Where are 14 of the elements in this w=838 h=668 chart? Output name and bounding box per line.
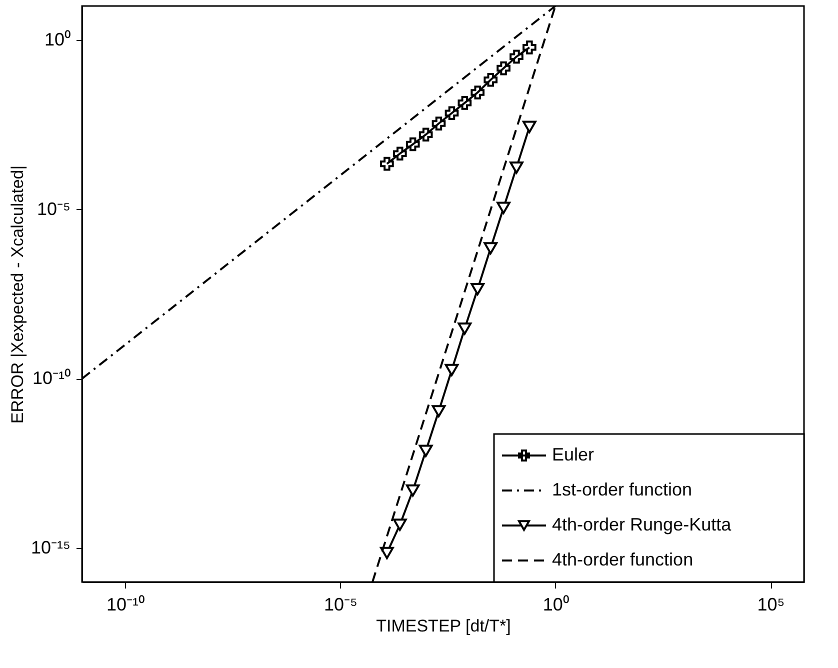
x-tick-label: 10⁰ — [542, 594, 569, 614]
x-tick-label: 10⁻⁵ — [324, 594, 358, 614]
legend-label: 4th-order function — [552, 550, 694, 570]
legend-label: 4th-order Runge-Kutta — [552, 514, 732, 534]
y-axis-title: ERROR |Xexpected - Xcalculated| — [8, 165, 28, 424]
x-tick-label: 10⁻¹⁰ — [106, 594, 145, 614]
legend-label: 1st-order function — [552, 480, 692, 500]
x-axis-title: TIMESTEP [dt/T*] — [376, 616, 511, 636]
legend-label: Euler — [552, 444, 594, 464]
x-tick-label: 10⁵ — [757, 594, 785, 614]
y-tick-label: 10⁰ — [44, 29, 70, 50]
y-tick-label: 10⁻⁵ — [37, 198, 70, 219]
y-tick-label: 10⁻¹⁵ — [31, 538, 70, 558]
y-tick-label: 10⁻¹⁰ — [32, 368, 70, 388]
